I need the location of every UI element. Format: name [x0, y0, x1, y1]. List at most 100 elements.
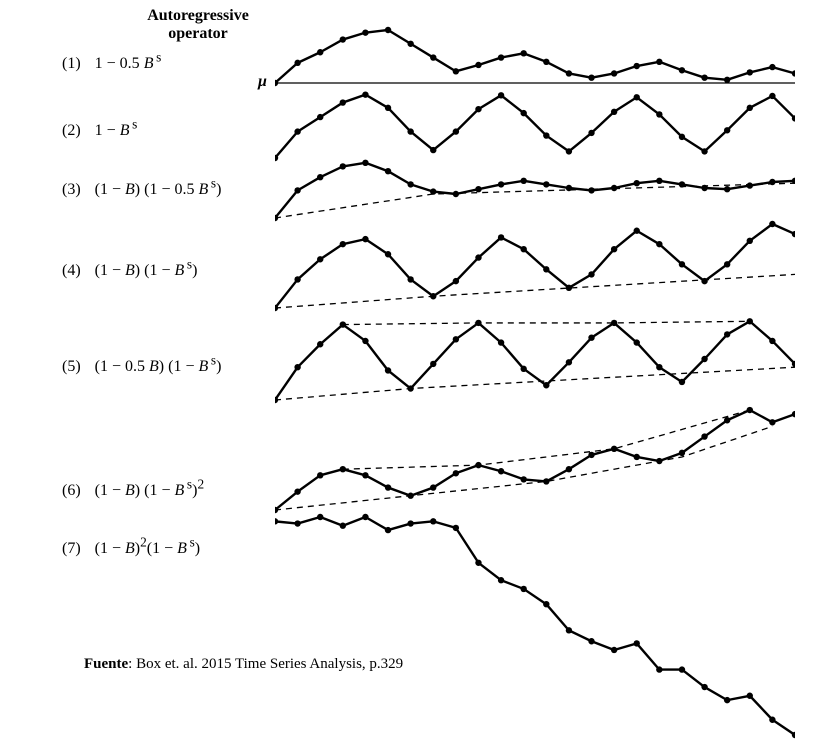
- row-expr: (1 − B) (1 − 0.5 B s): [95, 181, 222, 198]
- series-marker: [453, 278, 459, 284]
- row-num: (2): [62, 122, 81, 139]
- series-marker: [385, 27, 391, 33]
- trend-dash: [275, 367, 795, 400]
- series-marker: [407, 493, 413, 499]
- series-marker: [340, 523, 346, 529]
- source-citation: Fuente: Box et. al. 2015 Time Series Ana…: [84, 656, 403, 673]
- series-marker: [362, 160, 368, 166]
- series-marker: [747, 105, 753, 111]
- series-marker: [611, 446, 617, 452]
- row-num: (7): [62, 540, 81, 557]
- series-marker: [543, 59, 549, 65]
- series-plot-3: [275, 152, 795, 224]
- series-plot-5: [275, 312, 795, 406]
- series-marker: [701, 433, 707, 439]
- series-marker: [430, 518, 436, 524]
- series-marker: [317, 472, 323, 478]
- series-marker: [317, 256, 323, 262]
- trend-dash: [275, 426, 772, 510]
- series-marker: [385, 251, 391, 257]
- row-expr: (1 − B) (1 − B s): [95, 262, 198, 279]
- source-rest: : Box et. al. 2015 Time Series Analysis,…: [128, 656, 403, 672]
- series-line: [275, 224, 795, 308]
- series-line: [275, 517, 795, 735]
- series-line: [275, 410, 795, 510]
- source-bold: Fuente: [84, 656, 128, 672]
- series-marker: [520, 366, 526, 372]
- row-label-4: (4) (1 − B) (1 − B s): [62, 257, 197, 280]
- series-marker: [634, 180, 640, 186]
- series-marker: [430, 484, 436, 490]
- series-marker: [475, 254, 481, 260]
- series-marker: [430, 54, 436, 60]
- row-label-3: (3) (1 − B) (1 − 0.5 B s): [62, 176, 221, 199]
- series-marker: [724, 77, 730, 83]
- series-marker: [498, 234, 504, 240]
- series-marker: [701, 75, 707, 81]
- trend-dash: [275, 274, 795, 308]
- series-marker: [611, 246, 617, 252]
- row-num: (6): [62, 482, 81, 499]
- series-marker: [566, 285, 572, 291]
- series-marker: [520, 586, 526, 592]
- series-marker: [611, 647, 617, 653]
- series-marker: [543, 601, 549, 607]
- series-marker: [656, 178, 662, 184]
- series-marker: [724, 261, 730, 267]
- row-num: (5): [62, 358, 81, 375]
- header-title: Autoregressive operator: [128, 7, 268, 44]
- series-marker: [498, 339, 504, 345]
- series-line: [275, 163, 795, 218]
- series-line: [275, 30, 795, 83]
- row-num: (1): [62, 55, 81, 72]
- series-marker: [362, 514, 368, 520]
- series-marker: [407, 181, 413, 187]
- series-marker: [475, 462, 481, 468]
- series-marker: [769, 338, 775, 344]
- series-marker: [340, 321, 346, 327]
- series-marker: [362, 29, 368, 35]
- series-marker: [543, 266, 549, 272]
- series-marker: [520, 110, 526, 116]
- series-marker: [701, 356, 707, 362]
- series-marker: [475, 62, 481, 68]
- series-marker: [453, 191, 459, 197]
- series-marker: [656, 364, 662, 370]
- series-marker: [453, 525, 459, 531]
- series-marker: [317, 174, 323, 180]
- row-label-5: (5) (1 − 0.5 B) (1 − B s): [62, 353, 221, 376]
- series-marker: [362, 91, 368, 97]
- series-marker: [566, 466, 572, 472]
- mu-label: μ: [258, 73, 267, 91]
- series-marker: [475, 320, 481, 326]
- series-marker: [317, 49, 323, 55]
- series-marker: [747, 693, 753, 699]
- series-marker: [317, 514, 323, 520]
- series-marker: [679, 666, 685, 672]
- series-marker: [588, 130, 594, 136]
- series-marker: [475, 106, 481, 112]
- series-marker: [566, 185, 572, 191]
- series-marker: [498, 181, 504, 187]
- series-marker: [679, 134, 685, 140]
- series-plot-7: [275, 511, 795, 741]
- series-marker: [701, 684, 707, 690]
- row-expr: (1 − 0.5 B) (1 − B s): [95, 358, 222, 375]
- series-marker: [294, 60, 300, 66]
- series-marker: [769, 717, 775, 723]
- series-plot-4: [275, 218, 795, 314]
- series-marker: [566, 627, 572, 633]
- row-num: (4): [62, 262, 81, 279]
- series-marker: [430, 361, 436, 367]
- series-marker: [543, 181, 549, 187]
- series-marker: [407, 520, 413, 526]
- series-marker: [294, 520, 300, 526]
- series-marker: [634, 640, 640, 646]
- series-marker: [430, 188, 436, 194]
- series-marker: [362, 338, 368, 344]
- series-marker: [294, 488, 300, 494]
- row-label-2: (2) 1 − B s: [62, 117, 137, 140]
- series-marker: [679, 67, 685, 73]
- series-line: [275, 321, 795, 400]
- row-label-1: (1) 1 − 0.5 B s: [62, 50, 161, 73]
